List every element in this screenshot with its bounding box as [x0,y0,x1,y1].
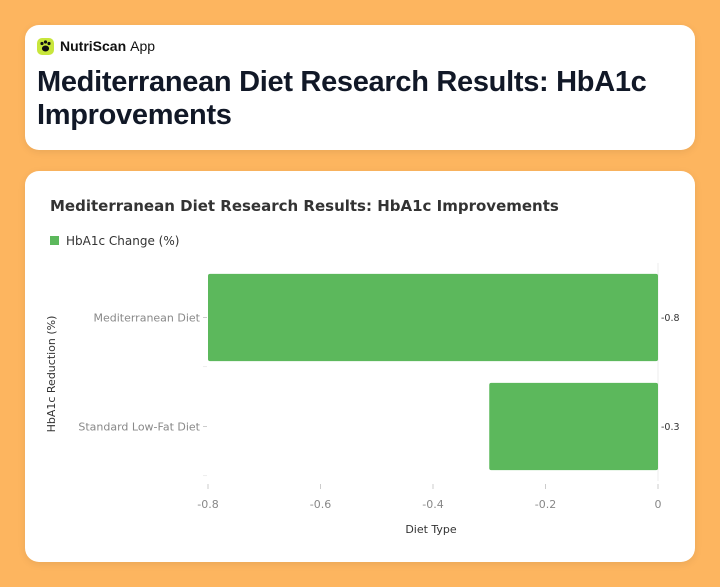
data-label-0: -0.8 [661,313,680,324]
y-tick-label-1: Standard Low-Fat Diet [78,421,200,434]
bar-1 [489,382,658,471]
legend-swatch [50,236,59,245]
bar-0 [208,273,658,362]
page-title: Mediterranean Diet Research Results: HbA… [37,66,647,131]
header-card: NutriScan App Mediterranean Diet Researc… [25,25,695,150]
data-label-1: -0.3 [661,422,680,433]
app-suffix: App [130,38,156,54]
chart-card: Mediterranean Diet Research Results: HbA… [25,171,695,562]
y-axis-title: HbA1c Reduction (%) [45,316,58,433]
app-brand: NutriScan App [37,37,155,55]
x-tick-label-3: -0.2 [535,498,556,511]
chart-title: Mediterranean Diet Research Results: HbA… [50,197,559,215]
x-tick-label-2: -0.4 [422,498,443,511]
app-name: NutriScan [60,38,127,54]
x-axis-title: Diet Type [405,523,457,536]
x-tick-label-1: -0.6 [310,498,331,511]
x-tick-label-0: -0.8 [197,498,218,511]
y-tick-label-0: Mediterranean Diet [93,312,200,325]
hba1c-bar-chart: Mediterranean Diet Research Results: HbA… [45,197,680,536]
paw-icon [37,37,54,55]
x-tick-label-4: 0 [655,498,662,511]
plot-area: -0.8 Mediterranean Diet -0.3 Standard Low-F… [78,263,680,511]
legend-label: HbA1c Change (%) [66,234,179,248]
